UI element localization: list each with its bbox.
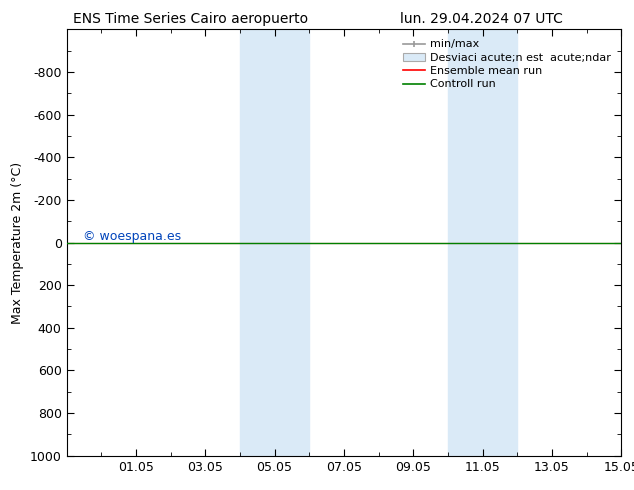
Text: © woespana.es: © woespana.es (83, 229, 181, 243)
Bar (448, 29, 517, 456)
Bar (240, 29, 309, 456)
Text: lun. 29.04.2024 07 UTC: lun. 29.04.2024 07 UTC (401, 12, 563, 26)
Legend: min/max, Desviaci acute;n est  acute;ndar, Ensemble mean run, Controll run: min/max, Desviaci acute;n est acute;ndar… (398, 35, 616, 94)
Text: ENS Time Series Cairo aeropuerto: ENS Time Series Cairo aeropuerto (73, 12, 307, 26)
Y-axis label: Max Temperature 2m (°C): Max Temperature 2m (°C) (11, 162, 24, 323)
